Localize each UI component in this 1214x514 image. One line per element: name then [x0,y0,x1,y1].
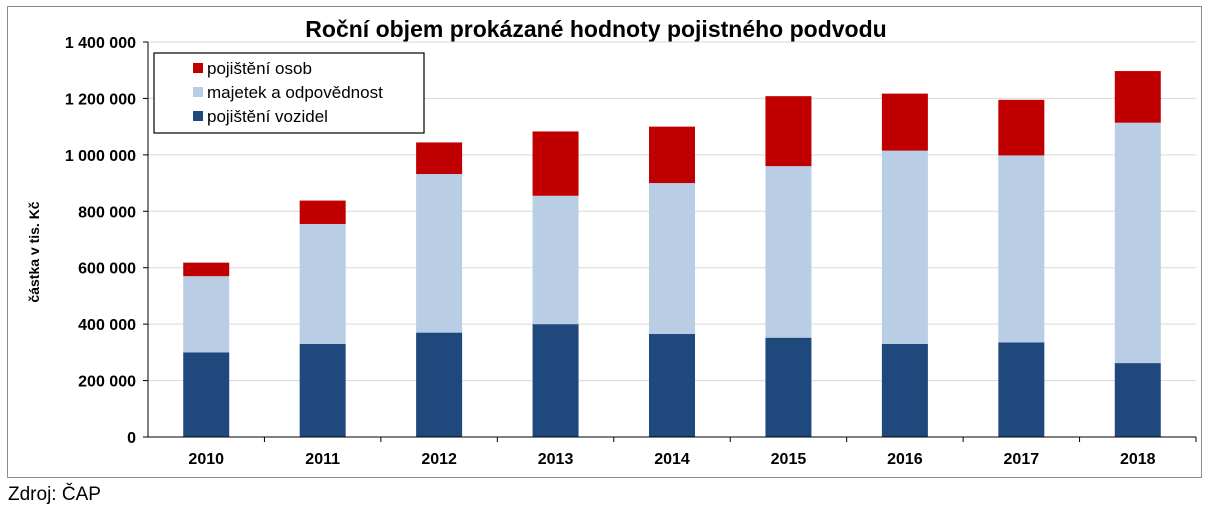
bar-segment [765,337,812,437]
x-tick-label: 2010 [188,451,224,468]
bar-segment [416,174,463,333]
x-tick-label: 2011 [305,451,340,468]
bars [183,71,1161,437]
legend-label: pojištění osob [207,59,312,78]
legend-swatch [193,63,203,73]
bar-segment [532,195,579,325]
bar-segment [299,200,346,224]
y-axis-title: částka v tis. Kč [26,201,42,302]
legend-swatch [193,87,203,97]
y-tick-label: 1 200 000 [65,91,136,108]
x-tick-label: 2018 [1120,451,1156,468]
bar-segment [1114,363,1161,437]
x-tick-label: 2017 [1004,451,1040,468]
chart: Roční objem prokázané hodnoty pojistného… [26,16,1197,468]
source-note: Zdroj: ČAP [8,484,101,505]
legend-swatch [193,111,203,121]
bar-segment [881,93,928,151]
legend: pojištění osob majetek a odpovědnost pojiš… [153,52,425,134]
bar-segment [998,342,1045,437]
bar-segment [299,223,346,344]
y-axis-ticks: 0 200 000 400 000 600 000 800 000 1 000 000 1 … [65,35,148,447]
x-tick-label: 2015 [771,451,807,468]
y-tick-label: 400 000 [78,317,136,334]
y-tick-label: 200 000 [78,374,136,391]
bar-segment [416,332,463,437]
x-tick-label: 2013 [538,451,574,468]
bar-segment [765,166,812,338]
bar-segment [1114,122,1161,364]
bar-segment [881,150,928,344]
bar-segment [532,131,579,196]
x-tick-label: 2014 [654,451,690,468]
bar-segment [183,262,230,277]
chart-title: Roční objem prokázané hodnoty pojistného… [305,16,886,42]
bar-segment [299,343,346,437]
x-axis-ticks: 2010 2011 2012 2013 2014 2015 2016 2017 2018 [188,437,1197,468]
bar-segment [416,142,463,175]
bar-segment [881,343,928,437]
x-tick-label: 2016 [887,451,923,468]
x-tick-label: 2012 [421,451,457,468]
bar-segment [649,334,695,437]
bar-segment [649,126,695,184]
bar-segment [998,155,1045,343]
y-tick-label: 1 000 000 [65,148,136,165]
legend-label: pojištění vozidel [207,107,328,126]
bar-segment [998,99,1045,156]
bar-segment [532,324,579,437]
bar-segment [183,352,230,437]
bar-segment [1114,71,1161,123]
y-tick-label: 800 000 [78,204,136,221]
legend-label: majetek a odpovědnost [207,83,383,102]
chart-frame: Roční objem prokázané hodnoty pojistného… [7,6,1202,478]
bar-segment [649,183,695,335]
y-tick-label: 0 [127,430,136,447]
y-tick-label: 1 400 000 [65,35,136,52]
axes [147,42,1196,438]
bar-segment [765,96,812,167]
bar-segment [183,276,230,353]
y-tick-label: 600 000 [78,261,136,278]
